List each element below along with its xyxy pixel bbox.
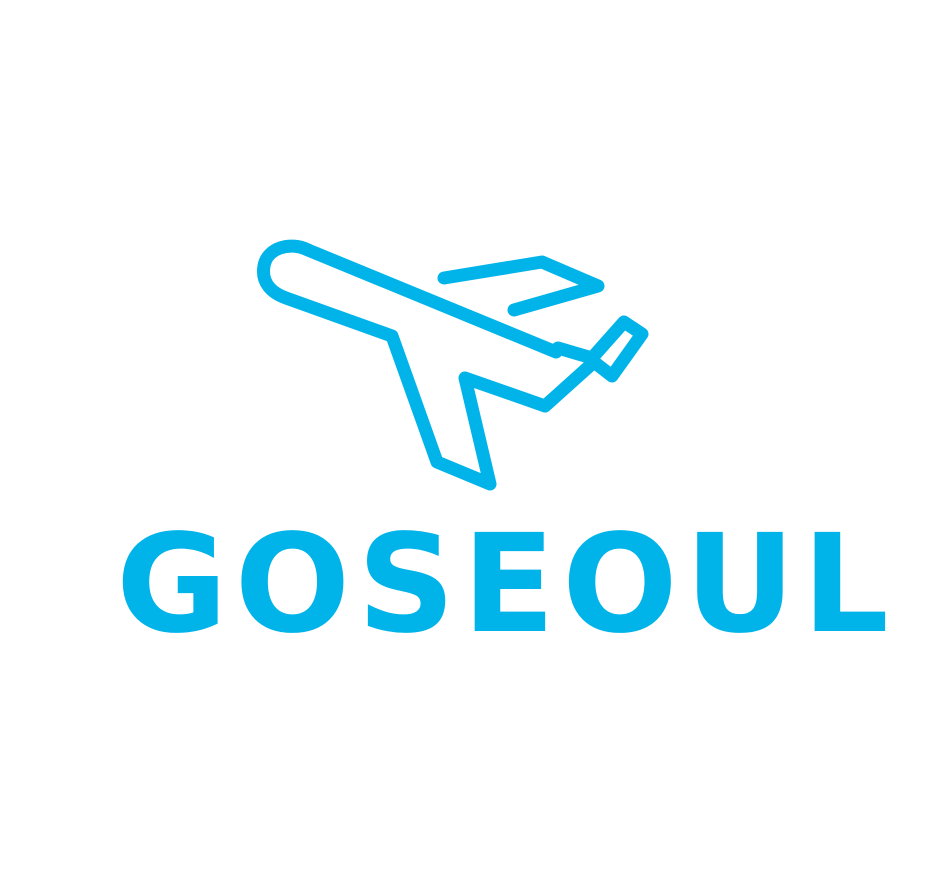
- airplane-icon: [257, 239, 649, 491]
- fuselage-outline: [257, 239, 649, 491]
- brand-name: GOSEOUL: [116, 506, 896, 664]
- upper-wing-outline: [301, 243, 605, 359]
